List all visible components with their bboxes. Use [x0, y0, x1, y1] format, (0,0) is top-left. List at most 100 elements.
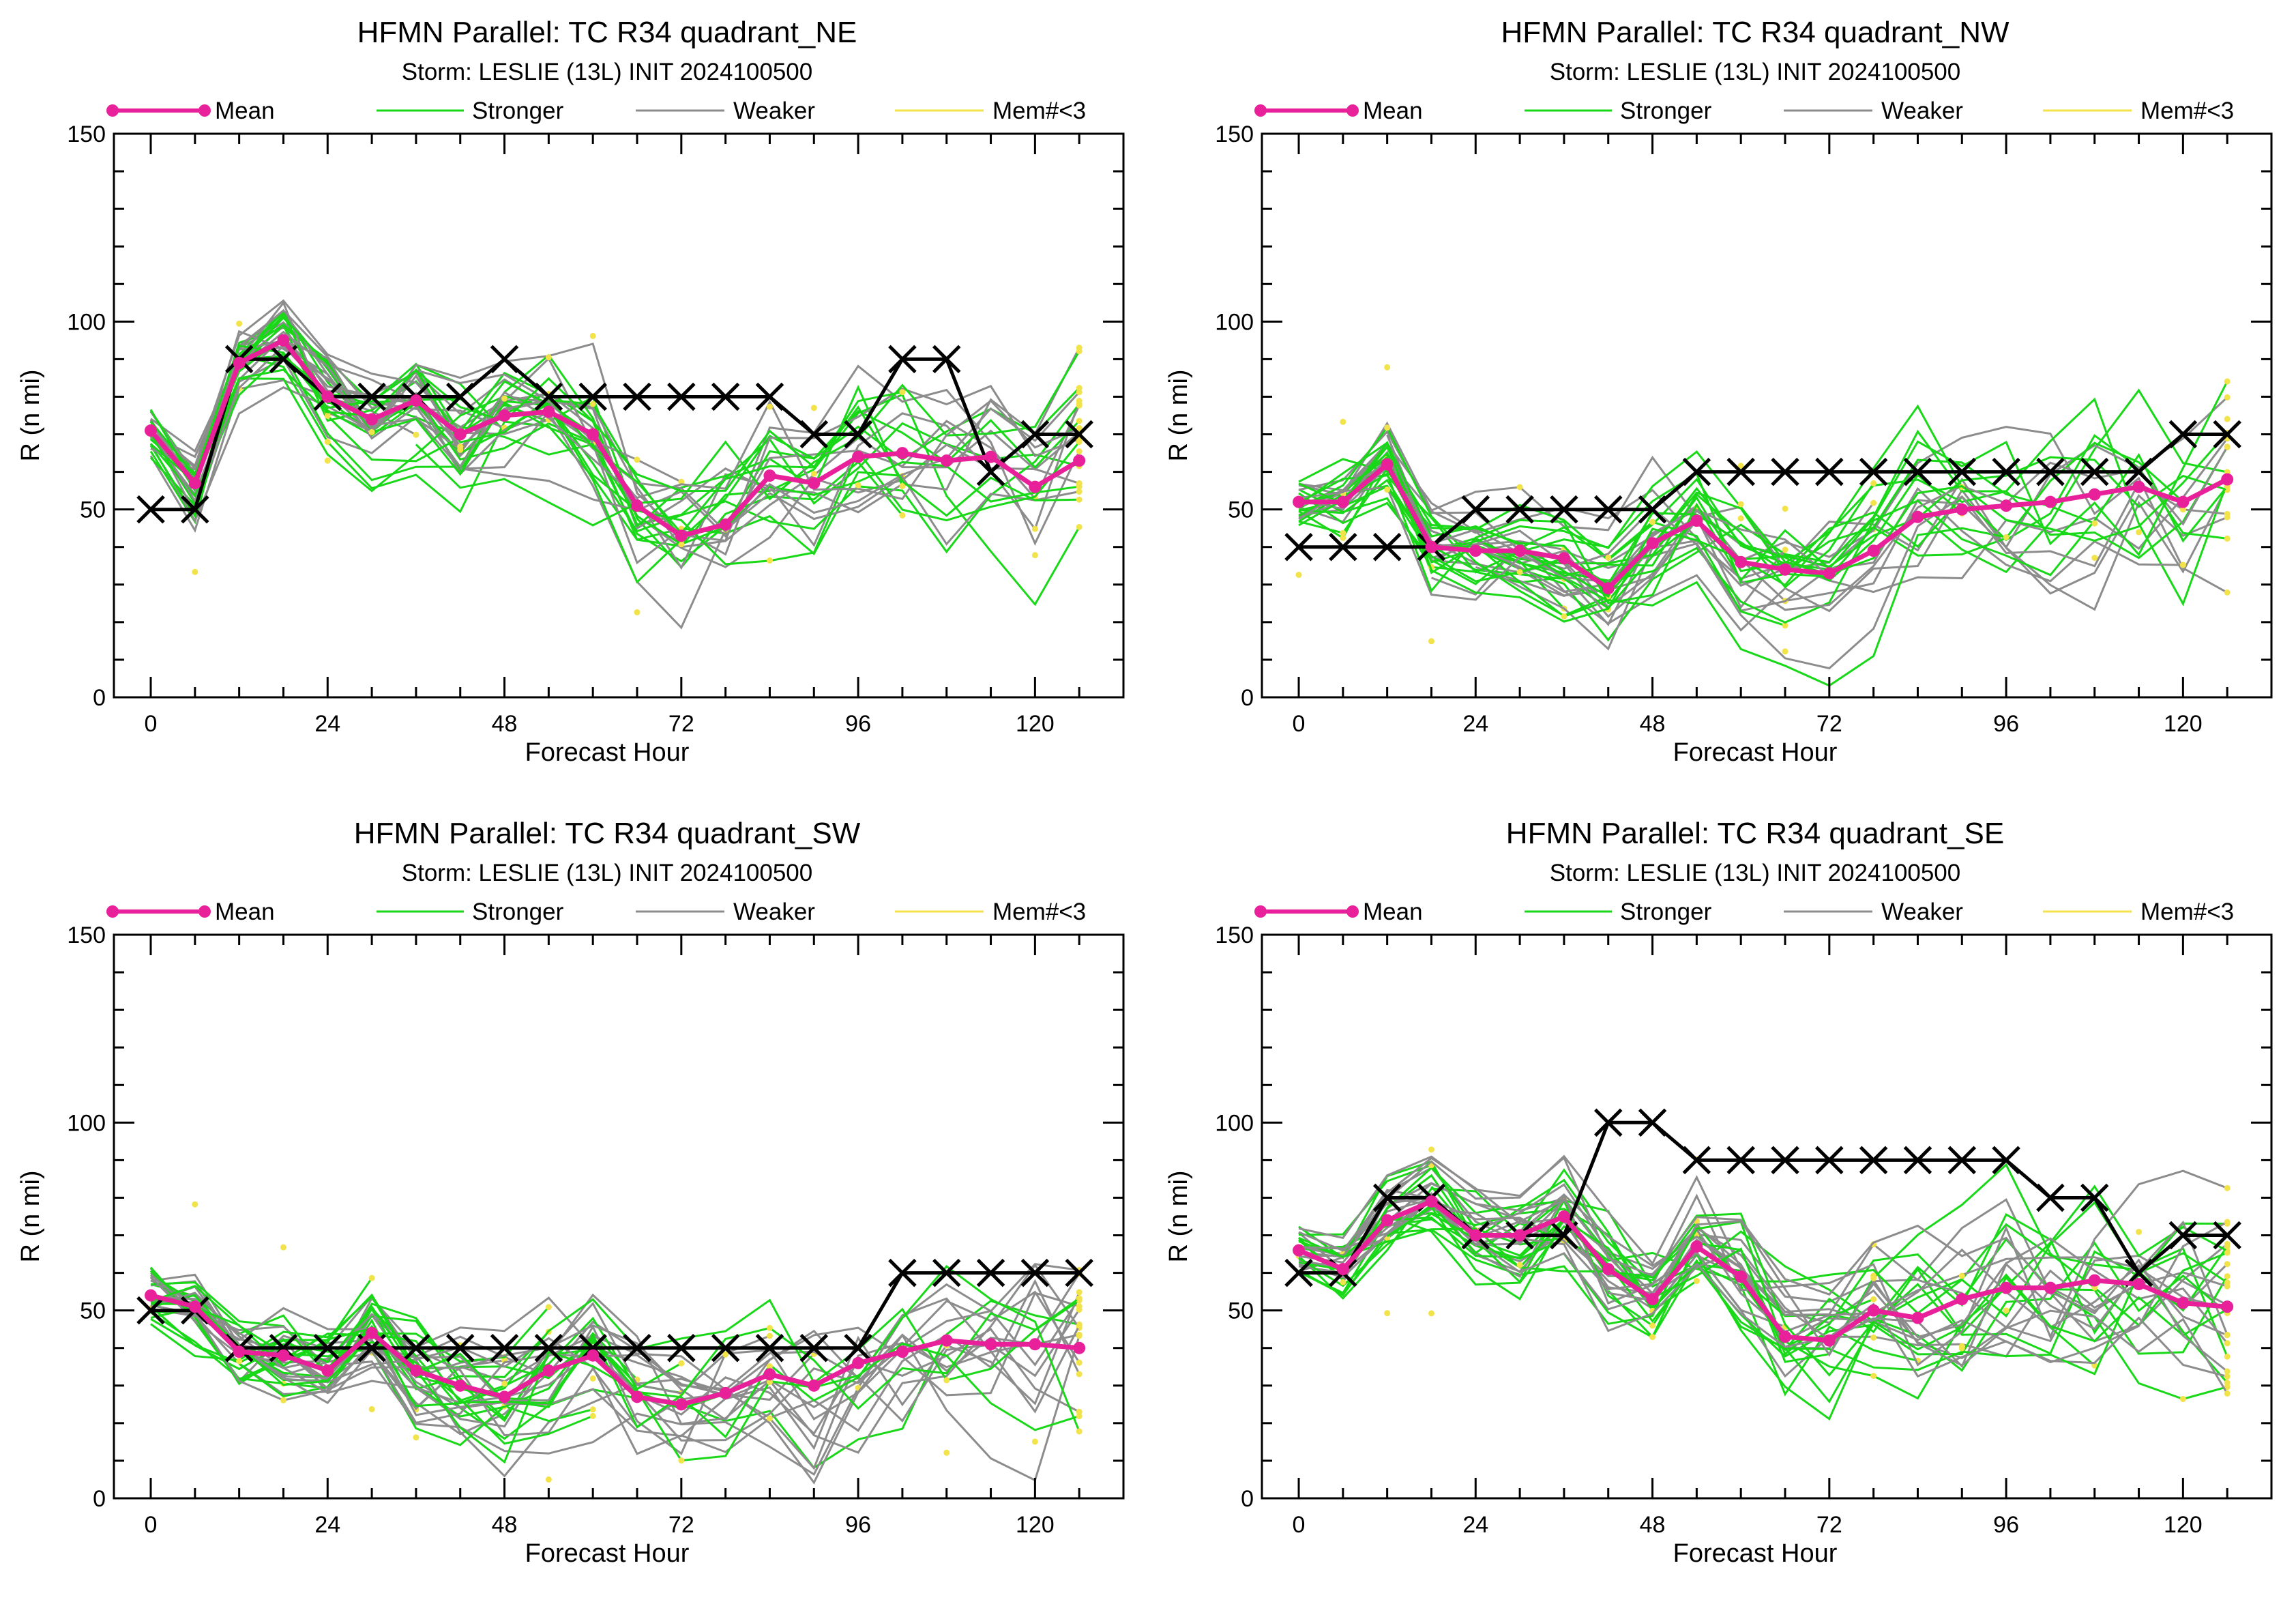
few-member-point — [2091, 520, 2098, 527]
mean-point — [808, 1379, 821, 1392]
best-track-marker — [1593, 1108, 1623, 1137]
few-member-point — [1076, 348, 1083, 355]
x-tick-label: 72 — [668, 1512, 694, 1538]
best-track-marker — [1903, 457, 1932, 486]
best-track-marker — [667, 382, 696, 411]
axis-ticks — [1262, 933, 2271, 1500]
mean-point — [896, 447, 909, 460]
mean-point — [1602, 582, 1615, 595]
few-member-point — [545, 1476, 552, 1483]
few-member-point — [1737, 501, 1744, 508]
chart-canvas: HFMN Parallel: TC R34 quadrant_SE Storm: … — [1164, 817, 2273, 1568]
few-member-point — [1428, 1310, 1434, 1317]
few-member-point — [2224, 1261, 2231, 1268]
y-axis-title: R (n mi) — [16, 1170, 45, 1262]
mean-point — [984, 450, 997, 463]
x-tick-label: 120 — [2164, 711, 2203, 737]
few-member-point — [2224, 378, 2231, 385]
mean-point — [719, 518, 732, 531]
best-track-marker — [1992, 1146, 2020, 1175]
mean-point — [984, 1338, 997, 1351]
mean-point — [1381, 1214, 1394, 1227]
few-member-point — [1649, 1322, 1656, 1329]
best-track-marker — [2213, 1221, 2241, 1250]
mean-point — [1602, 1263, 1615, 1276]
best-track-marker — [2036, 1183, 2065, 1212]
chart-subtitle: Storm: LESLIE (13L) INIT 2024100500 — [402, 860, 813, 886]
few-member-point — [1076, 418, 1083, 424]
few-member-point — [1649, 1334, 1656, 1341]
stronger-member-line — [1298, 1201, 2228, 1317]
stronger-member-line — [1475, 446, 2228, 572]
mean-point — [1867, 1304, 1880, 1317]
mean-point — [852, 1356, 865, 1369]
best-track-marker — [1726, 1146, 1755, 1175]
few-member-point — [1076, 523, 1083, 530]
few-member-point — [501, 395, 508, 402]
few-member-point — [2224, 1390, 2231, 1397]
few-member-point — [1076, 1413, 1083, 1420]
mean-point — [277, 334, 290, 347]
weaker-member-line — [150, 1272, 1080, 1470]
best-track-marker — [888, 345, 917, 374]
chart-panel-sw: HFMN Parallel: TC R34 quadrant_SW Storm: … — [0, 801, 1148, 1602]
mean-point — [631, 1390, 644, 1403]
y-tick-label: 150 — [67, 121, 106, 147]
few-member-point — [1693, 1277, 1700, 1284]
mean-point — [1956, 1293, 1969, 1306]
few-member-point — [1340, 529, 1346, 536]
y-tick-label: 100 — [1215, 309, 1254, 335]
plot-frame — [113, 132, 1125, 699]
few-member-point — [2224, 535, 2231, 542]
stronger-member-line — [150, 1297, 1080, 1429]
few-member-point — [899, 389, 906, 396]
x-tick-label: 0 — [1293, 1512, 1306, 1538]
best-track-marker — [1593, 495, 1623, 524]
mean-point — [763, 1368, 776, 1381]
mean-point — [498, 1390, 511, 1403]
plot-frame — [113, 933, 1125, 1500]
best-track-marker — [1065, 1258, 1093, 1287]
mean-line — [1297, 1198, 2228, 1343]
few-member-point — [1870, 499, 1877, 506]
mean-point — [1073, 1341, 1086, 1354]
best-track-marker — [1947, 1146, 1977, 1175]
few-member-point — [236, 320, 243, 327]
mean-point — [277, 1349, 290, 1362]
x-axis-title: Forecast Hour — [1673, 1539, 1838, 1568]
best-track-marker — [578, 382, 607, 411]
best-track-marker — [1020, 1258, 1050, 1287]
mean-line — [1299, 461, 2228, 592]
weaker-member-line — [150, 1285, 1080, 1421]
few-member-point — [678, 541, 685, 548]
few-member-point — [1737, 463, 1744, 469]
y-tick-label: 150 — [67, 922, 106, 948]
mean-point — [1381, 458, 1394, 471]
few-member-point — [634, 456, 641, 463]
legend-mean-marker — [1346, 905, 1359, 918]
legend: Mean Stronger Weaker Mem#<3 — [1254, 899, 2234, 925]
few-member-point — [2136, 1229, 2143, 1236]
mean-point — [1425, 540, 1438, 553]
few-member-point — [413, 1434, 420, 1441]
few-member-point — [589, 1412, 596, 1419]
mean-point — [1029, 480, 1042, 493]
stronger-member-line — [1342, 458, 2095, 585]
legend-mean-marker — [1254, 905, 1267, 918]
few-member-point — [589, 332, 596, 339]
few-member-point — [1605, 554, 1612, 561]
best-track-marker — [1992, 457, 2020, 486]
few-member-point — [899, 512, 906, 519]
best-track-marker — [2036, 457, 2065, 486]
mean-point — [2132, 480, 2145, 493]
mean-point — [145, 424, 158, 437]
mean-point — [145, 1289, 158, 1302]
mean-point — [188, 477, 201, 490]
stronger-member-line — [1430, 1178, 2228, 1421]
few-member-point — [2224, 1184, 2231, 1191]
legend-mean-marker — [198, 905, 211, 918]
few-member-point — [1076, 489, 1083, 495]
best-track-marker — [534, 382, 563, 411]
chart-subtitle: Storm: LESLIE (13L) INIT 2024100500 — [1550, 59, 1961, 85]
few-member-point — [324, 439, 331, 446]
